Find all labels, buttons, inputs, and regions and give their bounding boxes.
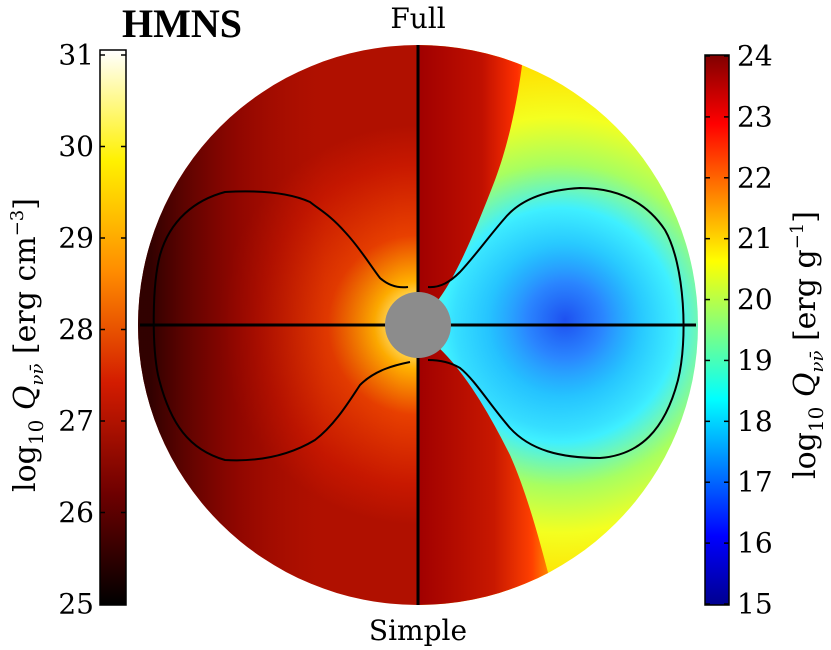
left-label-log-sub: 10 bbox=[24, 420, 48, 445]
left-label-units-close: ] bbox=[8, 198, 43, 210]
left-colorbar-tick-label: 25 bbox=[58, 588, 94, 621]
right-colorbar-tick-label: 18 bbox=[737, 405, 773, 438]
right-colorbar-tick-label: 23 bbox=[737, 100, 773, 133]
left-colorbar-tick-label: 28 bbox=[58, 313, 94, 346]
left-colorbar-tick-label: 29 bbox=[58, 222, 94, 255]
left-colorbar: 25 26 27 28 29 30 31 log10 Qνν̄ [erg cm−3] bbox=[7, 39, 127, 621]
chart-title: HMNS bbox=[122, 1, 242, 46]
right-colorbar-tick-label: 21 bbox=[737, 222, 773, 255]
right-colorbar-tick-label: 15 bbox=[737, 588, 773, 621]
left-colorbar-label: log10 Qνν̄ [erg cm−3] bbox=[7, 198, 48, 492]
right-colorbar-label: log10 Qνν̄ [erg g−1] bbox=[787, 211, 828, 479]
left-colorbar-fill bbox=[99, 49, 127, 606]
left-colorbar-tick-label: 26 bbox=[58, 496, 94, 529]
left-label-log: log bbox=[8, 445, 43, 492]
right-label-log-sub: 10 bbox=[804, 407, 828, 432]
right-colorbar-tick-label: 20 bbox=[737, 283, 773, 316]
left-label-units-exp: −3 bbox=[7, 210, 28, 237]
right-bottom-polar-cone bbox=[418, 325, 560, 605]
right-label-log: log bbox=[788, 432, 823, 479]
left-colorbar-tick-label: 30 bbox=[58, 130, 94, 163]
right-colorbar-tick-label: 16 bbox=[737, 527, 773, 560]
bottom-panel-label: Simple bbox=[369, 614, 467, 647]
right-label-units-close: ] bbox=[788, 211, 823, 223]
left-colorbar-tick-label: 31 bbox=[58, 39, 94, 72]
right-label-quantity-sub: νν̄ bbox=[807, 351, 828, 373]
left-label-quantity-sub: νν̄ bbox=[27, 364, 48, 386]
right-colorbar-tick-label: 22 bbox=[737, 161, 773, 194]
left-colorbar-tick-label: 27 bbox=[58, 405, 94, 438]
right-colorbar-tick-label: 19 bbox=[737, 344, 773, 377]
left-label-units: [erg cm bbox=[8, 236, 43, 354]
right-label-units-exp: −1 bbox=[787, 223, 808, 250]
left-colorbar-ticks: 25 26 27 28 29 30 31 bbox=[58, 39, 126, 621]
left-label-quantity: Q bbox=[8, 386, 43, 411]
right-colorbar: 15 16 17 18 19 20 21 22 23 24 log10 Qνν̄ [erg g−1… bbox=[704, 40, 828, 621]
right-colorbar-fill bbox=[704, 54, 730, 606]
top-panel-label: Full bbox=[390, 2, 445, 35]
right-colorbar-tick-label: 17 bbox=[737, 466, 773, 499]
right-label-quantity: Q bbox=[788, 372, 823, 397]
left-dark-outer-region bbox=[138, 45, 418, 605]
central-object bbox=[385, 292, 451, 358]
right-colorbar-ticks: 15 16 17 18 19 20 21 22 23 24 bbox=[705, 40, 773, 621]
contour-left bbox=[152, 190, 411, 462]
right-colorbar-tick-label: 24 bbox=[737, 40, 773, 73]
contour-right bbox=[427, 186, 685, 460]
right-label-units: [erg g bbox=[788, 249, 823, 341]
right-top-polar-cone bbox=[418, 45, 525, 325]
